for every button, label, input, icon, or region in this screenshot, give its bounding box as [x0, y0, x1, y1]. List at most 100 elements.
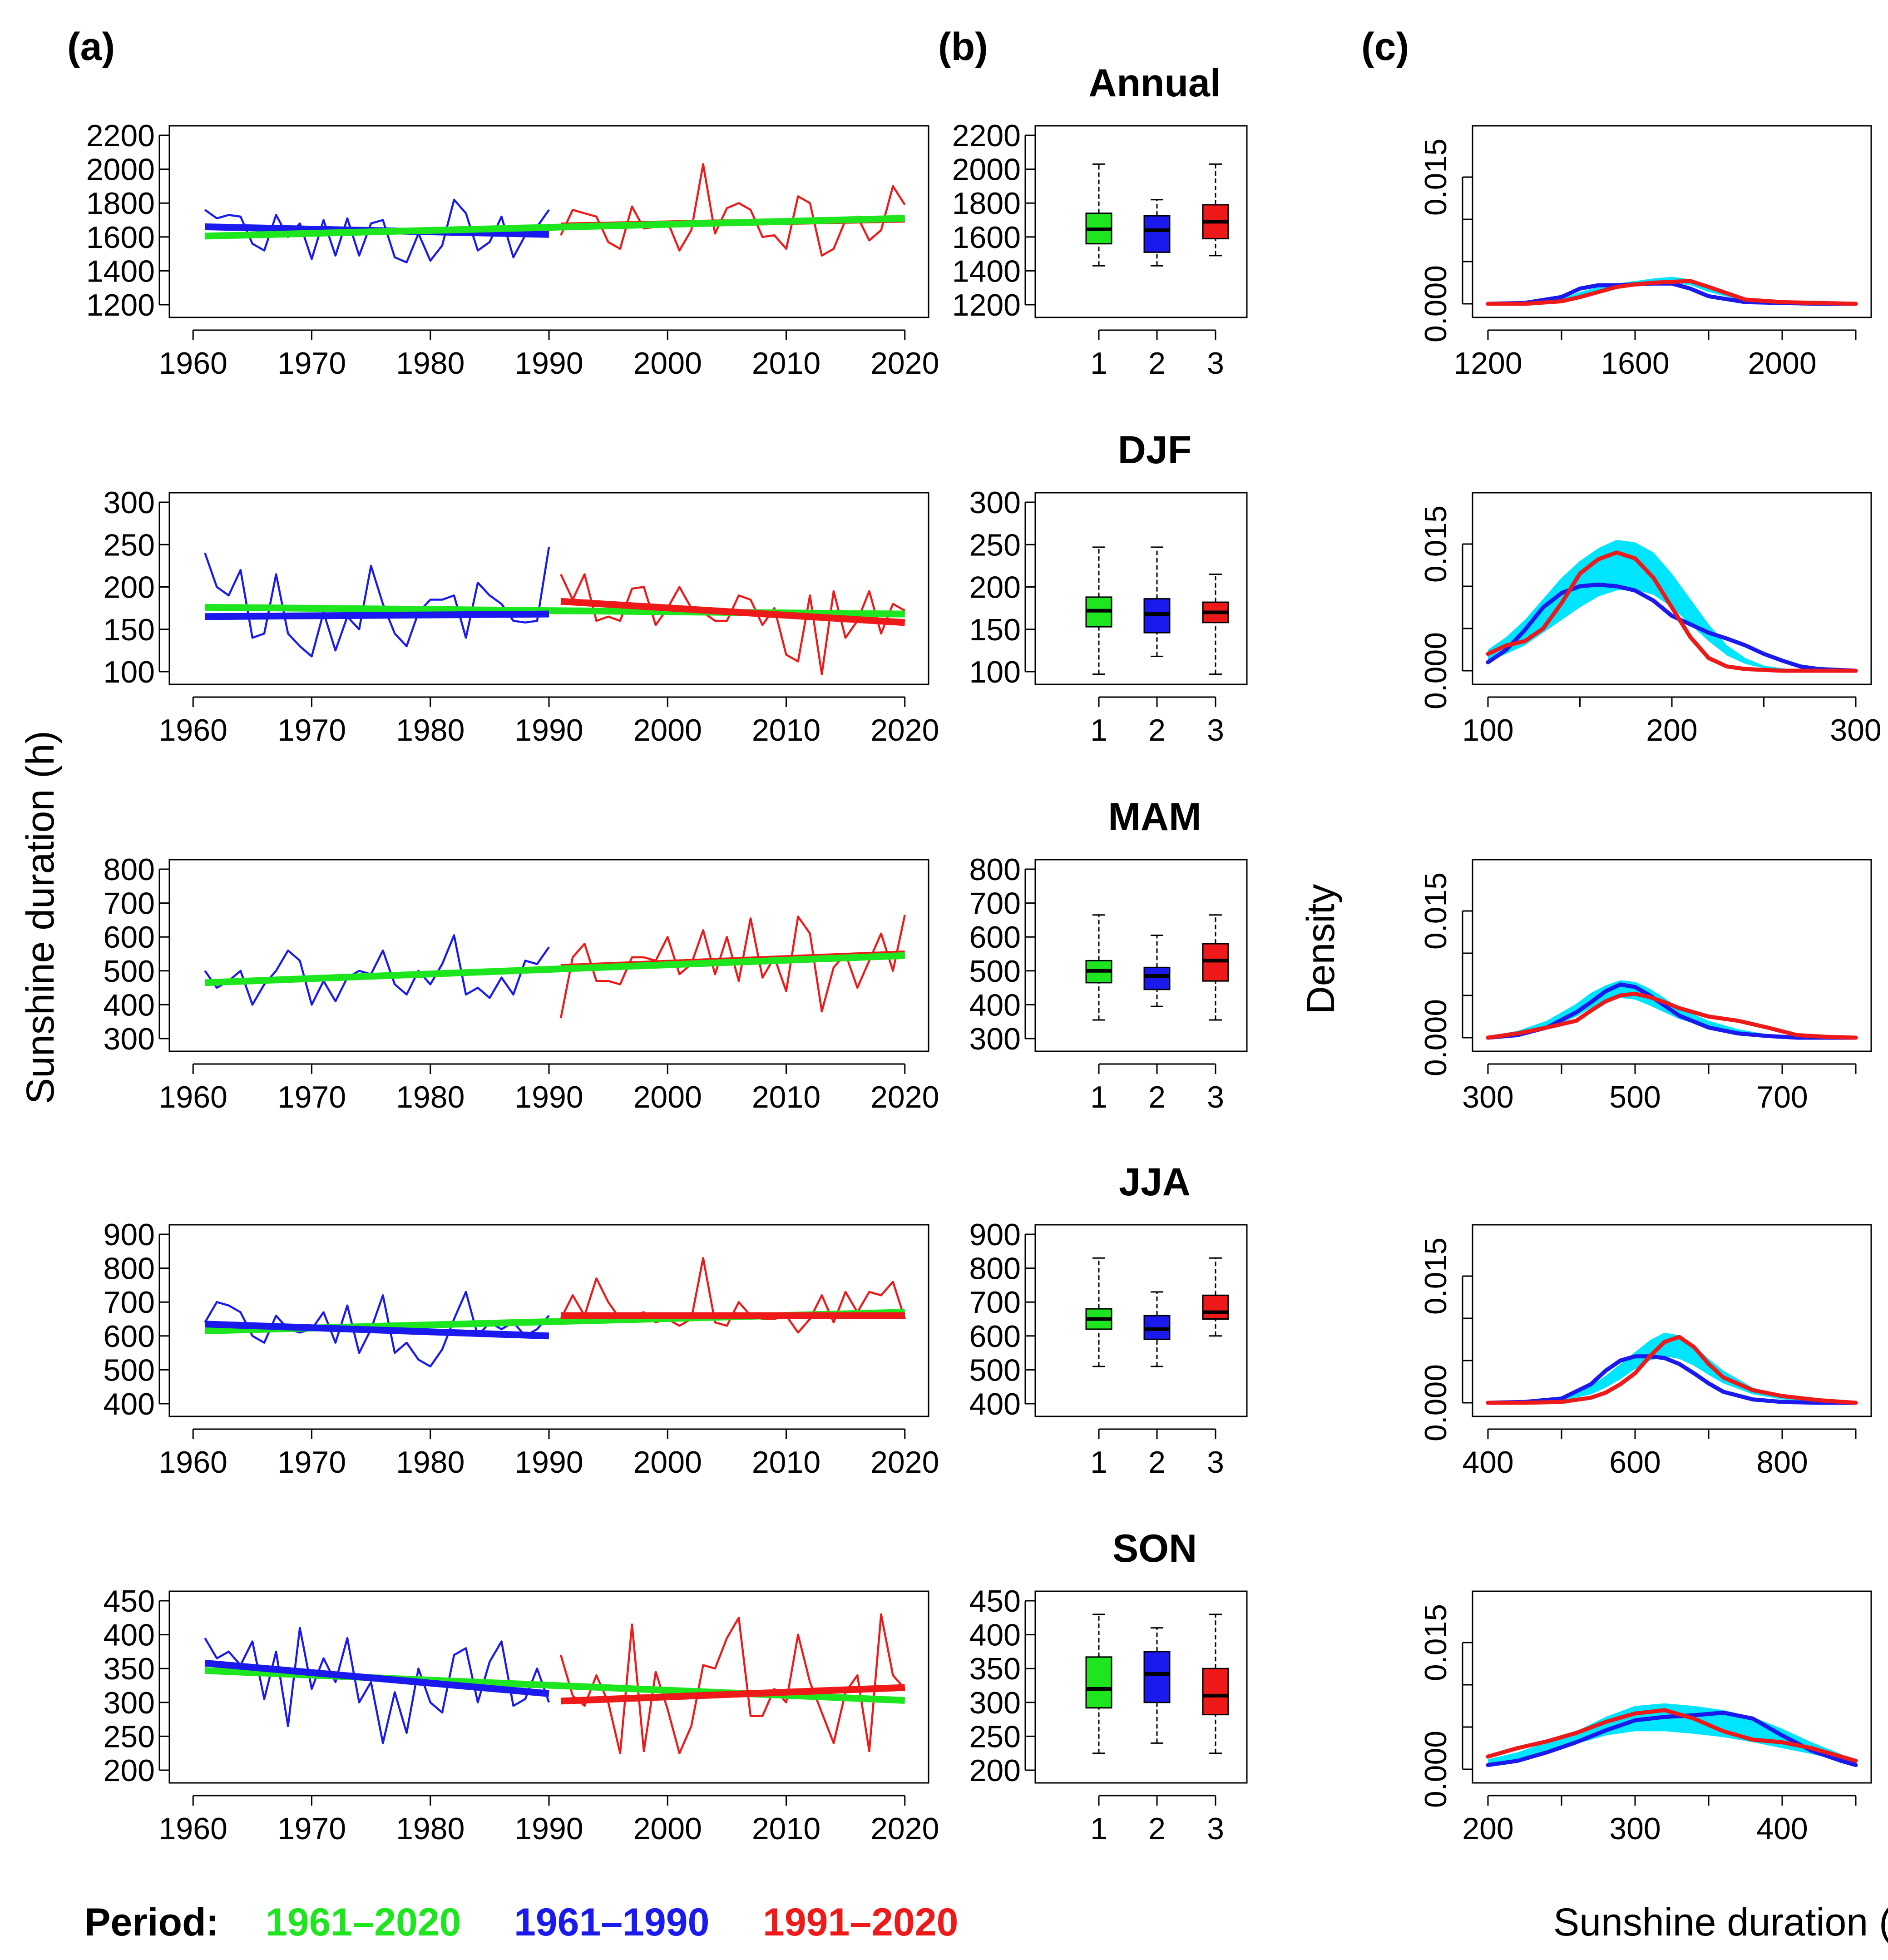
- y-tick-label-b: 150: [969, 613, 1021, 647]
- y-tick-label-b: 1600: [952, 220, 1021, 255]
- panel-c-frame: [1472, 859, 1872, 1052]
- panel-a-frame: [168, 1590, 929, 1784]
- y-tick-label-b: 100: [969, 655, 1021, 689]
- x-tick-label-a: 1980: [396, 1080, 465, 1114]
- y-tick-label-a: 900: [104, 1218, 155, 1252]
- x-tick-label-a: 2010: [752, 713, 820, 747]
- y-tick-label-b: 200: [969, 570, 1021, 605]
- y-tick-label-a: 200: [104, 570, 155, 605]
- x-tick-label-a: 2010: [752, 1812, 820, 1846]
- y-tick-label-b: 250: [969, 1719, 1021, 1754]
- y-tick-label-a: 600: [104, 1319, 155, 1354]
- x-tick-label-a: 2000: [633, 713, 702, 747]
- panel-a-frame: [168, 125, 929, 318]
- x-tick-label-c: 200: [1462, 1812, 1513, 1846]
- x-tick-label-b: 1: [1090, 713, 1107, 747]
- x-tick-label-a: 1960: [159, 1080, 227, 1114]
- x-tick-label-c: 400: [1756, 1812, 1808, 1846]
- series-line-1961-1990: [204, 1627, 550, 1744]
- y-tick-label-a: 600: [104, 920, 155, 955]
- panel-c-son: 0.000 0.015 200 300 400: [1418, 1590, 1872, 1846]
- panel-a-djf: 100 150 200 250 300 1960 1970 1980 1990 2000 2010 2…: [104, 485, 939, 747]
- y-tick-label-b: 500: [969, 954, 1021, 989]
- y-tick-label-c: 0.015: [1418, 139, 1453, 216]
- y-tick-label-a: 2200: [86, 119, 155, 153]
- panel-a-frame: [168, 859, 929, 1052]
- y-tick-label-b: 300: [969, 1686, 1021, 1720]
- panel-c-frame: [1472, 492, 1872, 685]
- x-tick-label-a: 1980: [396, 713, 465, 747]
- density-curve-1991-2020: [1486, 550, 1858, 673]
- y-tick-label-a: 300: [104, 1022, 155, 1056]
- y-tick-label-b: 300: [969, 1022, 1021, 1056]
- panel-b-frame: [1034, 859, 1248, 1052]
- x-tick-label-c: 300: [1609, 1812, 1661, 1846]
- x-tick-label-c: 300: [1462, 1080, 1513, 1114]
- trend-line-1991-2020: [560, 1684, 905, 1705]
- x-tick-label-b: 3: [1207, 1445, 1224, 1480]
- panel-c-djf: 0.000 0.015 100 200 300: [1418, 492, 1882, 747]
- x-tick-label-c: 800: [1756, 1445, 1808, 1480]
- x-tick-label-a: 2000: [633, 1812, 702, 1846]
- x-tick-label-a: 1960: [159, 713, 227, 747]
- y-tick-label-a: 250: [104, 1719, 155, 1754]
- x-tick-label-a: 1990: [514, 346, 583, 381]
- x-tick-label-b: 1: [1090, 1812, 1107, 1846]
- y-tick-label-a: 250: [104, 528, 155, 562]
- y-tick-label-b: 1400: [952, 254, 1021, 288]
- legend: Period: 1961–2020 1961–1990 1991–2020: [84, 1901, 958, 1944]
- y-tick-label-a: 400: [104, 988, 155, 1022]
- density-confidence-band: [1488, 1332, 1856, 1403]
- y-tick-label-a: 1200: [86, 288, 155, 322]
- y-tick-label-c: 0.015: [1418, 505, 1453, 583]
- x-tick-label-b: 2: [1148, 1445, 1166, 1480]
- x-tick-label-c: 300: [1830, 713, 1881, 747]
- x-tick-label-a: 1980: [396, 346, 465, 381]
- trend-line-1961-2020: [205, 215, 905, 240]
- y-axis-title-density: Density: [1299, 884, 1343, 1015]
- y-tick-label-a: 400: [104, 1618, 155, 1653]
- panel-letter-b: (b): [938, 25, 988, 69]
- y-tick-label-c: 0.015: [1418, 1604, 1453, 1681]
- y-tick-label-b: 400: [969, 988, 1021, 1022]
- panel-b-frame: [1034, 492, 1248, 685]
- box-3: [1202, 1668, 1229, 1716]
- x-tick-label-a: 1970: [277, 1812, 346, 1846]
- y-tick-label-c: 0.015: [1418, 872, 1453, 950]
- panel-letter-c: (c): [1361, 25, 1409, 69]
- density-curve-1991-2020: [1486, 1335, 1858, 1405]
- y-tick-label-b: 300: [969, 485, 1021, 520]
- x-tick-label-a: 1970: [277, 346, 346, 381]
- x-tick-label-a: 2010: [752, 346, 820, 381]
- x-tick-label-a: 1990: [514, 1445, 583, 1480]
- x-tick-label-c: 400: [1462, 1445, 1513, 1480]
- row-djf: 100 150 200 250 300 1960 1970 1980 1990 2000 2010 2…: [104, 428, 1882, 747]
- panel-letter-a: (a): [67, 25, 115, 69]
- x-tick-label-a: 1960: [159, 1445, 227, 1480]
- x-tick-label-a: 1990: [514, 1812, 583, 1846]
- box-2: [1143, 1651, 1171, 1703]
- density-curve-1961-1990: [1486, 582, 1858, 673]
- y-tick-label-c: 0.000: [1418, 1731, 1453, 1808]
- panel-c-mam: 0.000 0.015 300 500 700: [1418, 859, 1872, 1114]
- y-tick-label-b: 2000: [952, 153, 1021, 187]
- series-line-1961-1990: [204, 198, 550, 264]
- panel-c-frame: [1472, 125, 1872, 318]
- panel-c-frame: [1472, 1590, 1872, 1784]
- trend-line-1961-1990: [205, 1321, 549, 1340]
- legend-entry-1961-2020: 1961–2020: [266, 1901, 461, 1944]
- x-tick-label-a: 2000: [633, 1445, 702, 1480]
- y-tick-label-b: 700: [969, 886, 1021, 921]
- y-tick-label-b: 350: [969, 1652, 1021, 1686]
- y-tick-label-b: 250: [969, 528, 1021, 562]
